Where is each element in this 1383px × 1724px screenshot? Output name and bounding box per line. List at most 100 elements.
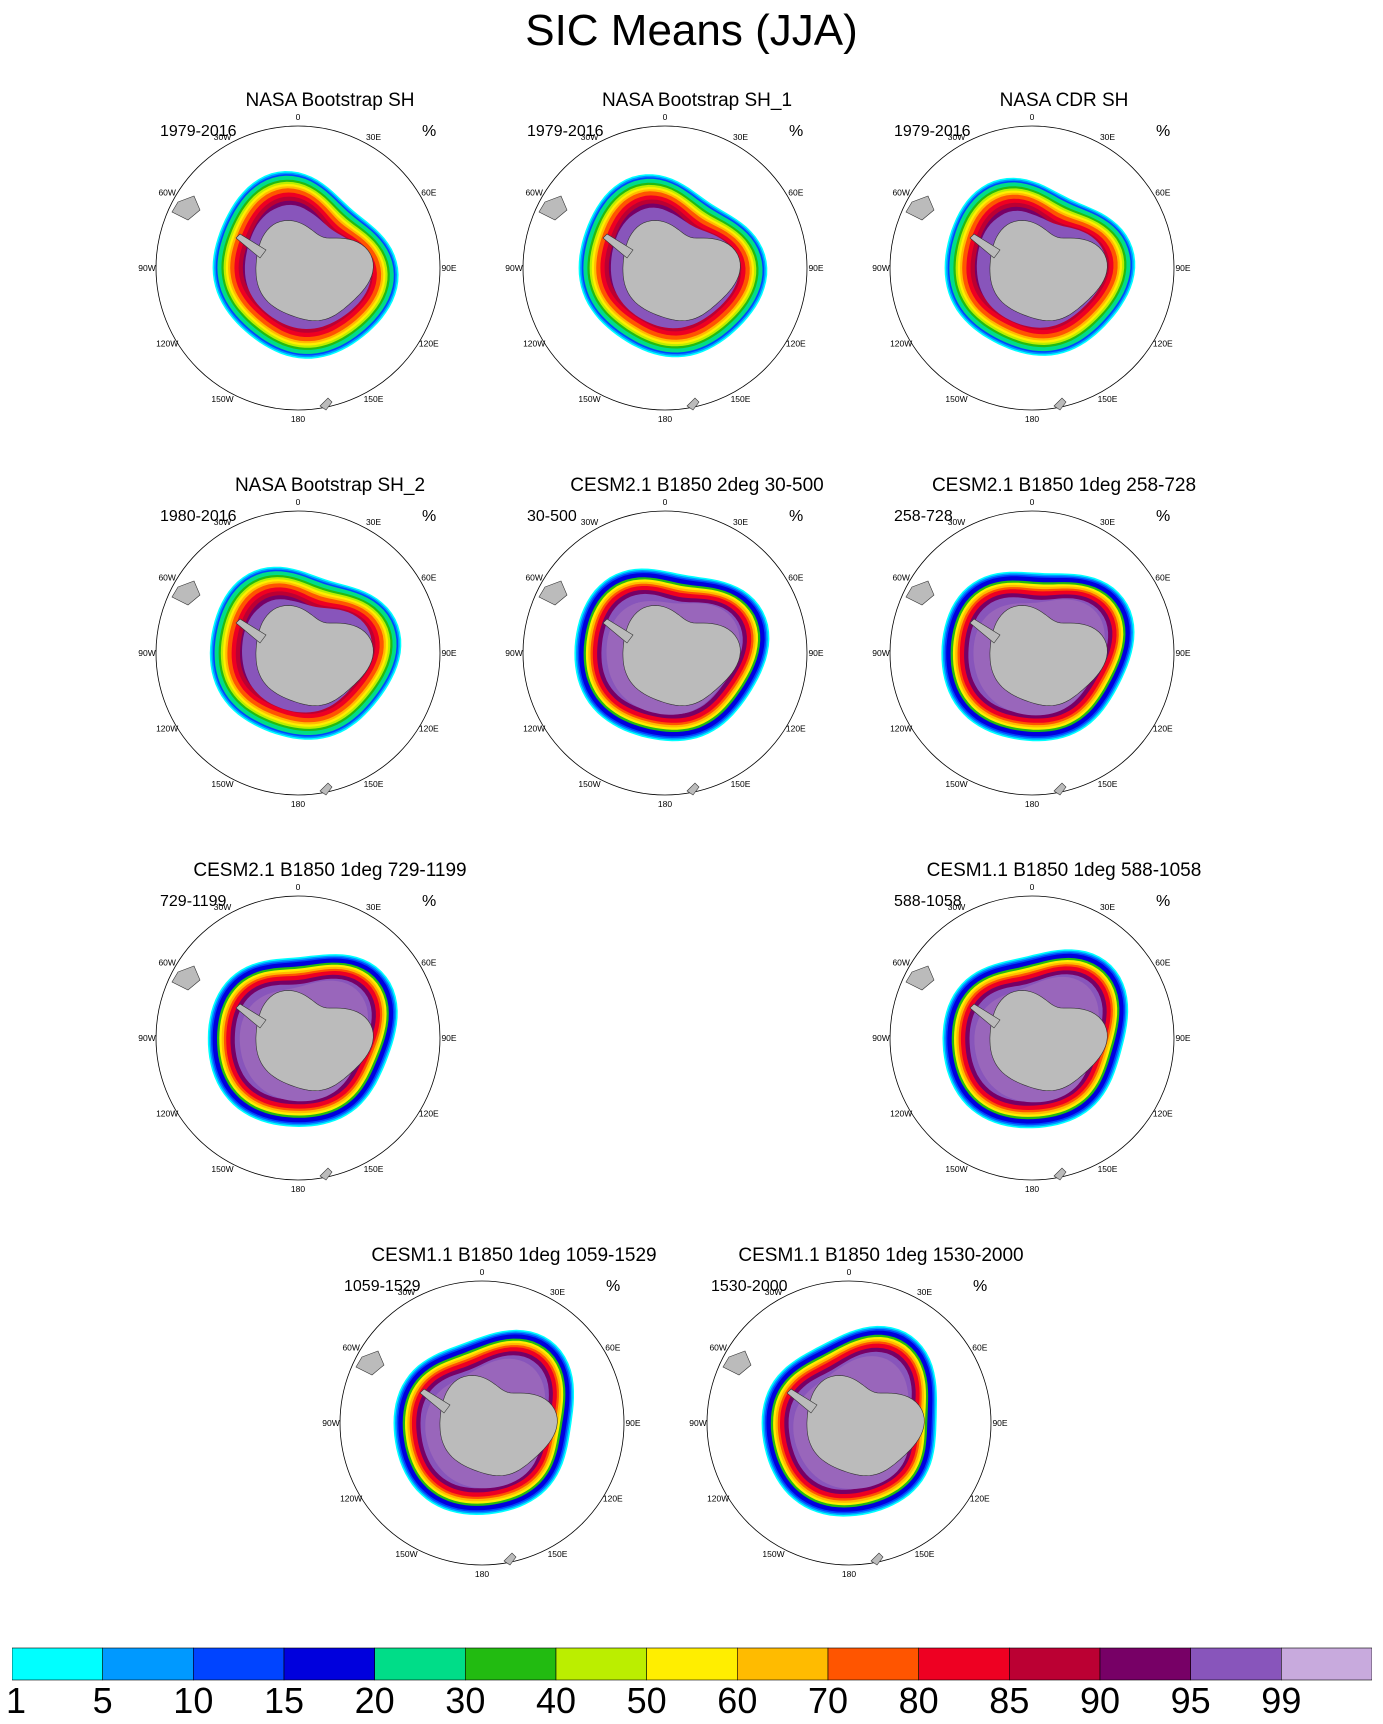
colorbar-segment [1190, 1647, 1282, 1681]
meridian-label: 90W [872, 263, 889, 273]
meridian-label: 0 [296, 112, 301, 122]
map-panel: NASA Bootstrap SH_2 1980-2016 % 0 30E 60E 9… [130, 475, 530, 845]
meridian-label: 0 [663, 112, 668, 122]
meridian-label: 0 [1030, 497, 1035, 507]
meridian-label: 30W [948, 902, 965, 912]
polar-map: 0 30E 60E 90E 120E 150E 180 150W 120W 90W 60W 30W [138, 112, 457, 424]
colorbar-tick-label: 60 [717, 1680, 758, 1721]
meridian-label: 60W [342, 1343, 359, 1353]
antarctica-landmass [622, 220, 741, 322]
new-zealand-fragment [1053, 397, 1067, 411]
antarctic-peninsula [235, 1003, 267, 1029]
panel-title: CESM1.1 B1850 1deg 1530-2000 [738, 1245, 1024, 1266]
meridian-label: 120W [523, 724, 545, 734]
meridian-label: 90E [1175, 263, 1190, 273]
antarctic-peninsula [235, 618, 267, 644]
antarctic-peninsula [235, 233, 267, 259]
new-zealand-fragment [1053, 1167, 1067, 1181]
meridian-label: 150W [578, 394, 600, 404]
meridian-label: 120W [890, 724, 912, 734]
antarctica-landmass [989, 220, 1108, 322]
meridian-label: 60W [525, 188, 542, 198]
colorbar-segment [1281, 1647, 1372, 1681]
meridian-label: 30E [917, 1287, 932, 1297]
meridian-label: 150E [364, 779, 384, 789]
meridian-label: 60E [788, 573, 803, 583]
meridian-label: 90W [322, 1418, 339, 1428]
colorbar-tick-label: 99 [1261, 1680, 1302, 1721]
polar-map: 0 30E 60E 90E 120E 150E 180 150W 120W 90W 60W 30W [689, 1267, 1008, 1579]
meridian-label: 60W [158, 958, 175, 968]
meridian-label: 150W [762, 1549, 784, 1559]
meridian-label: 30E [1100, 517, 1115, 527]
antarctica-landmass [255, 220, 374, 322]
map-panel: CESM2.1 B1850 1deg 258-728 258-728 % 0 30… [864, 475, 1264, 845]
meridian-label: 150E [1098, 779, 1118, 789]
meridian-label: 90W [505, 648, 522, 658]
meridian-label: 90W [689, 1418, 706, 1428]
colorbar-tick-label: 20 [354, 1680, 395, 1721]
meridian-label: 120W [890, 1109, 912, 1119]
meridian-label: 120E [970, 1494, 990, 1504]
panel-title: CESM1.1 B1850 1deg 588-1058 [926, 860, 1202, 881]
meridian-label: 0 [480, 1267, 485, 1277]
meridian-label: 120E [786, 724, 806, 734]
meridian-label: 120E [1153, 1109, 1173, 1119]
antarctica-landmass [989, 605, 1108, 707]
new-zealand-fragment [319, 782, 333, 796]
meridian-label: 120W [156, 1109, 178, 1119]
panel-period: 258-728 [894, 508, 953, 525]
panel-period: 1980-2016 [160, 508, 237, 525]
polar-map: 0 30E 60E 90E 120E 150E 180 150W 120W 90W 60W 30W [505, 497, 824, 809]
map-panel: NASA CDR SH 1979-2016 % 0 30E 60E 90E 120E 15… [864, 90, 1264, 460]
meridian-label: 120W [156, 724, 178, 734]
meridian-label: 90W [138, 263, 155, 273]
meridian-label: 90E [625, 1418, 640, 1428]
panel-period: 1530-2000 [711, 1278, 788, 1295]
south-america-tip [538, 580, 568, 606]
panel-title: NASA Bootstrap SH_1 [601, 90, 793, 111]
meridian-label: 90E [1175, 648, 1190, 658]
colorbar-segment [555, 1647, 647, 1681]
polar-map: 0 30E 60E 90E 120E 150E 180 150W 120W 90W 60W 30W [872, 112, 1191, 424]
meridian-label: 60W [892, 573, 909, 583]
meridian-label: 30W [581, 517, 598, 527]
new-zealand-fragment [686, 782, 700, 796]
meridian-label: 120E [786, 339, 806, 349]
panel-period: 30-500 [527, 508, 577, 525]
colorbar-segment [736, 1647, 829, 1681]
colorbar-tick-label: 70 [807, 1680, 849, 1721]
south-america-tip [171, 580, 201, 606]
antarctica-landmass [622, 605, 741, 707]
meridian-label: 180 [1025, 414, 1039, 424]
meridian-label: 60E [421, 958, 436, 968]
meridian-label: 0 [1030, 112, 1035, 122]
meridian-label: 30E [366, 132, 381, 142]
meridian-label: 180 [658, 799, 672, 809]
meridian-label: 90E [992, 1418, 1007, 1428]
map-panel: NASA Bootstrap SH_1 1979-2016 % 0 30E 60E 9… [497, 90, 897, 460]
panel-unit: % [422, 893, 437, 910]
colorbar-tick-label: 85 [989, 1680, 1030, 1721]
polar-map: 0 30E 60E 90E 120E 150E 180 150W 120W 90W 60W 30W [138, 882, 457, 1194]
colorbar-segment [827, 1647, 919, 1681]
meridian-label: 150E [548, 1549, 568, 1559]
new-zealand-fragment [503, 1552, 517, 1566]
panel-period: 1979-2016 [894, 123, 971, 140]
colorbar-segment [1099, 1647, 1191, 1681]
polar-map: 0 30E 60E 90E 120E 150E 180 150W 120W 90W 60W 30W [322, 1267, 641, 1579]
new-zealand-fragment [870, 1552, 884, 1566]
meridian-label: 30E [733, 517, 748, 527]
antarctic-peninsula [969, 233, 1001, 259]
meridian-label: 60W [158, 188, 175, 198]
meridian-label: 0 [663, 497, 668, 507]
meridian-label: 120E [419, 724, 439, 734]
meridian-label: 60W [525, 573, 542, 583]
south-america-tip [171, 965, 201, 991]
panel-unit: % [973, 1278, 988, 1295]
meridian-label: 60E [1155, 573, 1170, 583]
panel-period: 1059-1529 [344, 1278, 421, 1295]
meridian-label: 60W [892, 958, 909, 968]
colorbar-tick-label: 90 [1079, 1680, 1121, 1721]
polar-map: 0 30E 60E 90E 120E 150E 180 150W 120W 90W 60W 30W [872, 497, 1191, 809]
